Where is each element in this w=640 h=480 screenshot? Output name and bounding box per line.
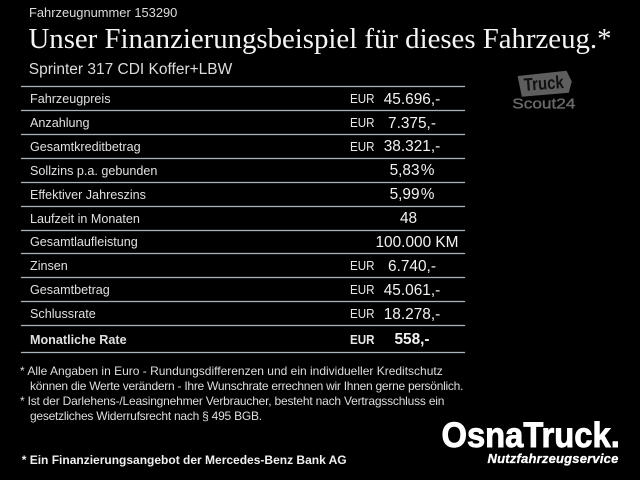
svg-text:Scout24: Scout24 — [512, 97, 575, 113]
svg-text:Truck: Truck — [523, 72, 565, 95]
